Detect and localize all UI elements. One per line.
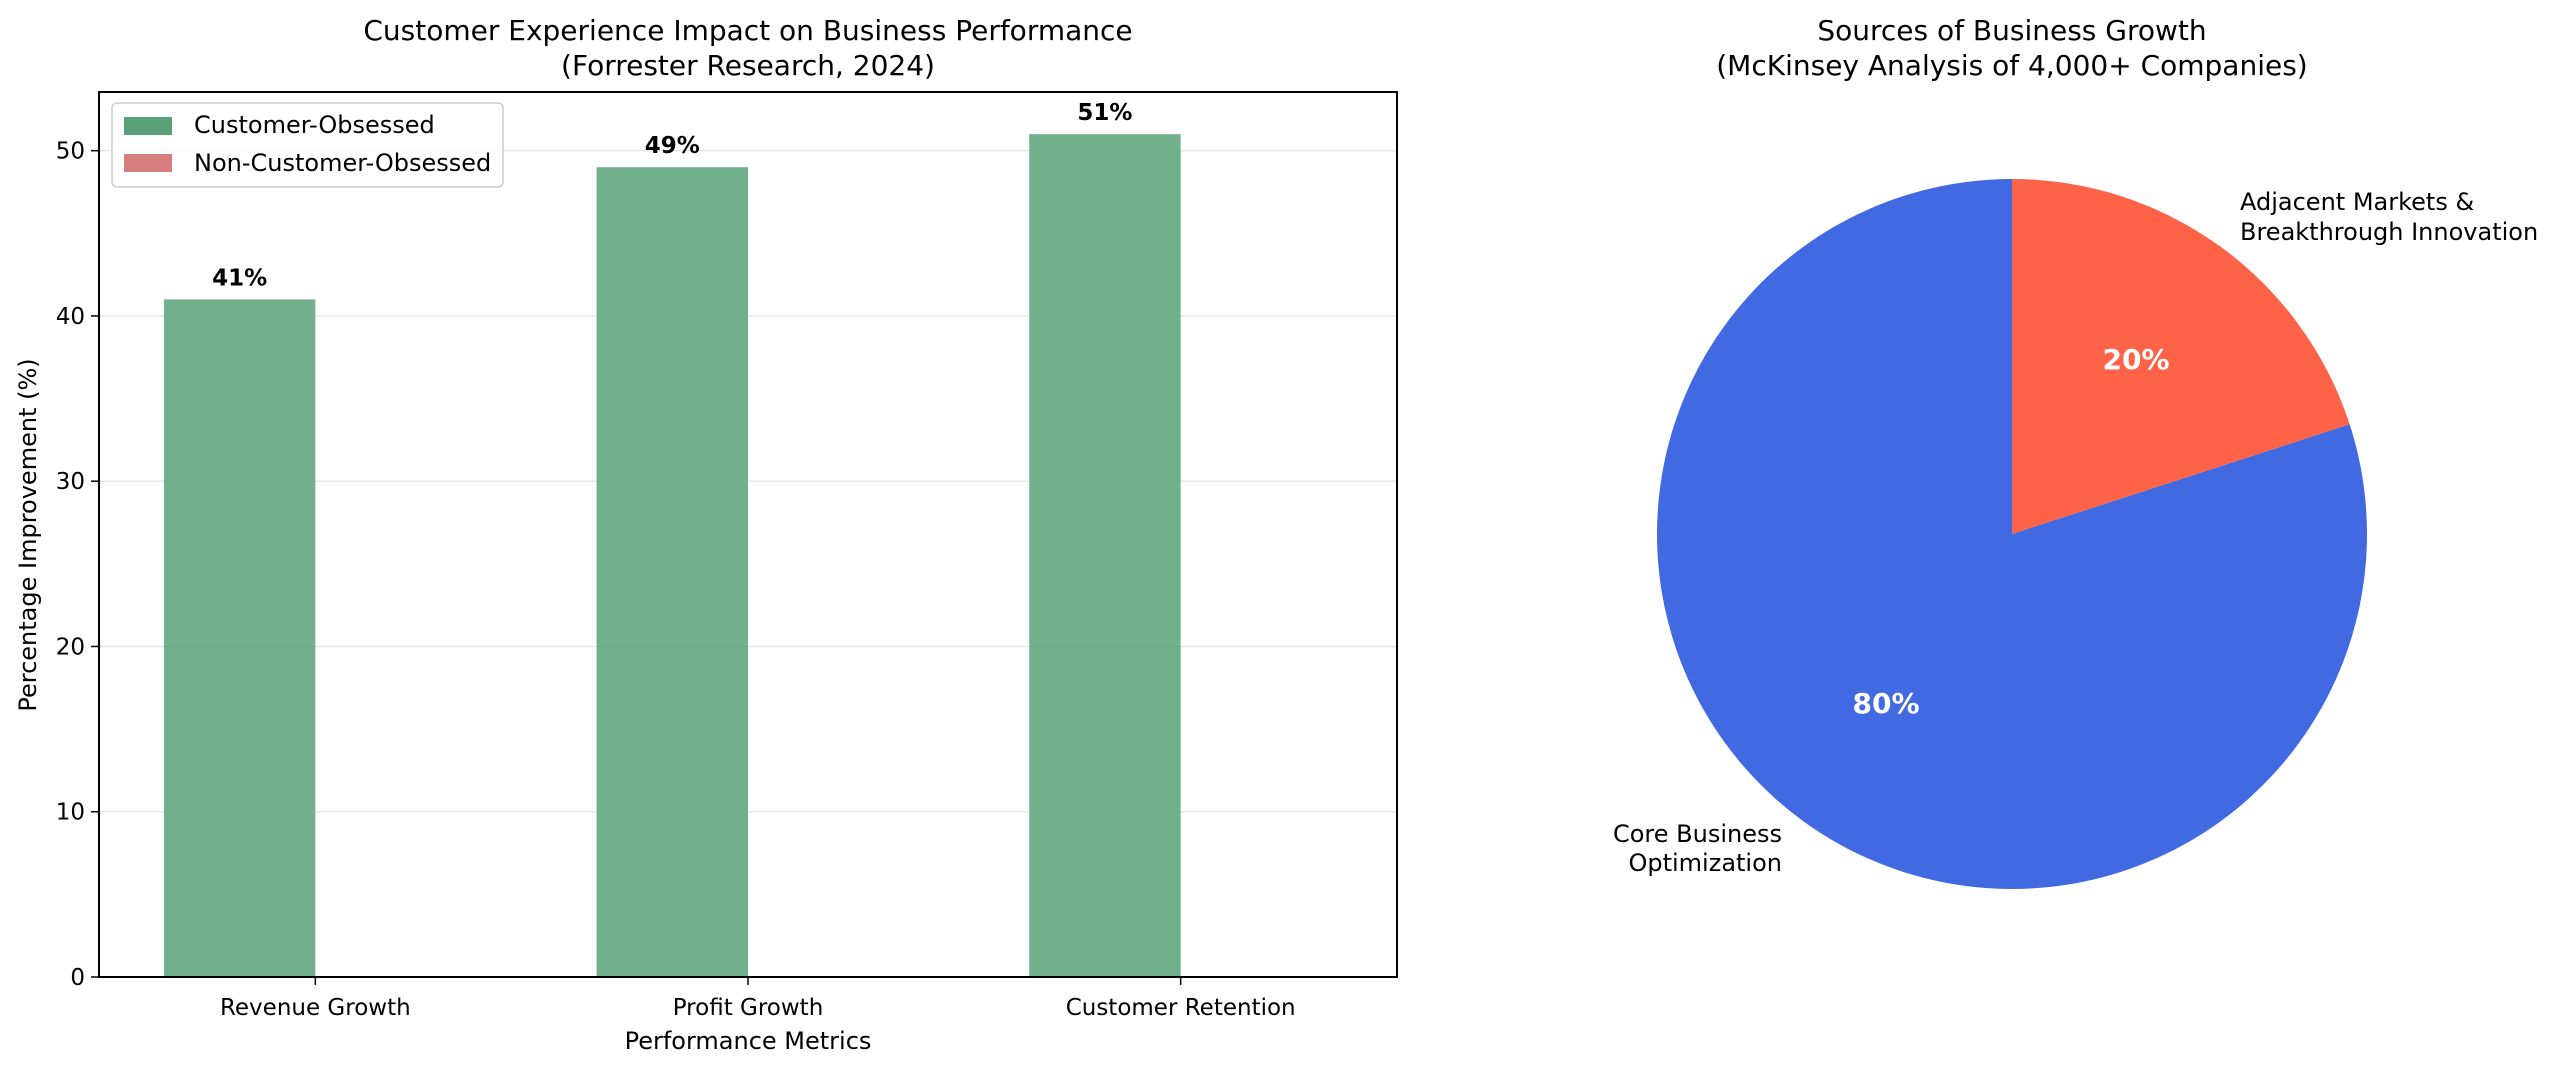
bar-legend-box bbox=[111, 102, 504, 188]
bar-data-labels: 41% 49% 51% bbox=[212, 100, 1132, 291]
legend-swatch-non-customer-obsessed bbox=[124, 154, 172, 172]
pie-label-core-business-line-1: Core Business bbox=[1613, 820, 1782, 848]
pie-label-adjacent-markets-line-1: Adjacent Markets & bbox=[2240, 188, 2474, 216]
bar-y-tick-label: 50 bbox=[56, 139, 85, 165]
pie-chart-title-line-1: Sources of Business Growth bbox=[1817, 14, 2206, 47]
pie-chart-title-line-2: (McKinsey Analysis of 4,000+ Companies) bbox=[1716, 49, 2307, 82]
bar-legend: Customer-Obsessed Non-Customer-Obsessed bbox=[111, 102, 504, 188]
pie-pct-adjacent-markets: 20% bbox=[2102, 343, 2169, 376]
pie-label-adjacent-markets-line-2: Breakthrough Innovation bbox=[2240, 218, 2538, 246]
bar-y-tick-label: 30 bbox=[56, 469, 85, 495]
bar-y-tick-label: 10 bbox=[56, 800, 85, 826]
bar-x-ticks: Revenue Growth Profit Growth Customer Rete… bbox=[220, 977, 1296, 1021]
pie-slice-core-business bbox=[1656, 179, 2367, 889]
bar-customer-obsessed-1 bbox=[596, 167, 748, 978]
pie-chart: Sources of Business Growth (McKinsey Ana… bbox=[1613, 14, 2538, 889]
bar-y-axis-label: Percentage Improvement (%) bbox=[14, 358, 42, 711]
bar-y-ticks: 0 10 20 30 40 50 bbox=[56, 139, 99, 991]
bar-data-label: 51% bbox=[1077, 100, 1132, 126]
pie-slice-adjacent-markets bbox=[2012, 178, 2350, 534]
bar-y-tick-label: 40 bbox=[56, 304, 85, 330]
bar-x-tick-label: Customer Retention bbox=[1066, 995, 1296, 1021]
pie-pct-core-business: 80% bbox=[1852, 687, 1919, 720]
bar-chart-title-line-2: (Forrester Research, 2024) bbox=[561, 49, 935, 82]
legend-entry-non-customer-obsessed: Non-Customer-Obsessed bbox=[194, 149, 491, 177]
bar-chart-title-line-1: Customer Experience Impact on Business P… bbox=[363, 14, 1132, 47]
bar-x-axis-label: Performance Metrics bbox=[625, 1027, 872, 1055]
bar-data-label: 49% bbox=[645, 133, 700, 159]
legend-swatch-customer-obsessed bbox=[124, 117, 172, 135]
bar-x-tick-label: Profit Growth bbox=[673, 995, 824, 1021]
bar-y-tick-label: 0 bbox=[70, 965, 85, 991]
bar-y-tick-label: 20 bbox=[56, 634, 85, 660]
pie-label-core-business-line-2: Optimization bbox=[1628, 849, 1782, 877]
bar-data-label: 41% bbox=[212, 265, 267, 291]
bar-customer-obsessed-2 bbox=[1029, 134, 1181, 978]
bar-customer-obsessed-0 bbox=[163, 299, 316, 978]
bar-series bbox=[163, 134, 1181, 978]
bar-x-tick-label: Revenue Growth bbox=[220, 995, 411, 1021]
bar-chart: Customer Experience Impact on Business P… bbox=[14, 14, 1398, 1055]
legend-entry-customer-obsessed: Customer-Obsessed bbox=[194, 111, 435, 139]
